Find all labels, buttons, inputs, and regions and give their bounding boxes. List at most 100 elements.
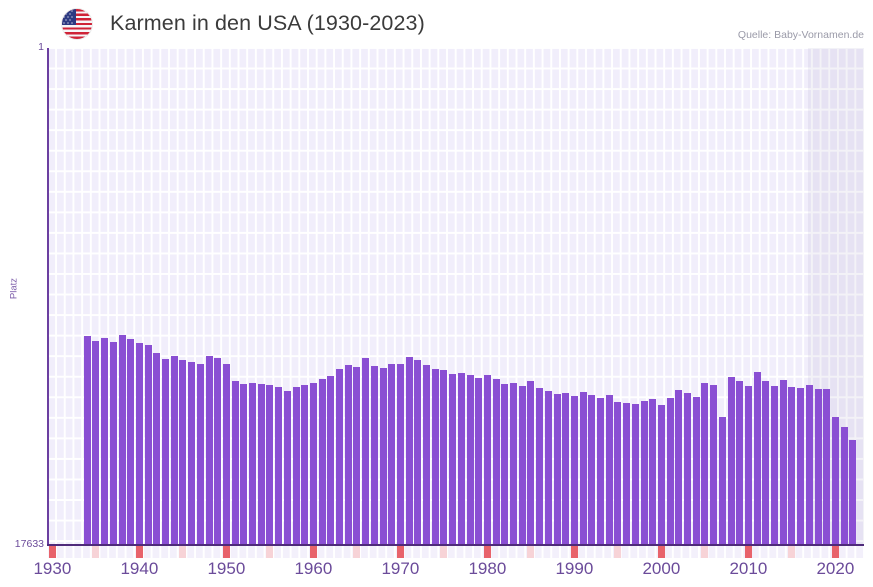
x-tick-major xyxy=(135,546,143,558)
bar[interactable] xyxy=(614,402,622,544)
bar[interactable] xyxy=(701,383,709,544)
bar[interactable] xyxy=(344,365,352,544)
bar[interactable] xyxy=(849,440,857,544)
bar[interactable] xyxy=(744,386,752,544)
bar[interactable] xyxy=(292,387,300,544)
bar[interactable] xyxy=(831,417,839,544)
bar[interactable] xyxy=(127,339,135,544)
bar[interactable] xyxy=(640,401,648,544)
bar[interactable] xyxy=(414,360,422,544)
bar[interactable] xyxy=(657,405,665,544)
bar[interactable] xyxy=(527,381,535,544)
bar[interactable] xyxy=(431,369,439,544)
bar[interactable] xyxy=(318,379,326,544)
bar[interactable] xyxy=(466,375,474,544)
bar[interactable] xyxy=(101,338,109,544)
x-tick-major xyxy=(309,546,317,558)
bar[interactable] xyxy=(570,396,578,544)
bar[interactable] xyxy=(605,395,613,544)
bar[interactable] xyxy=(240,384,248,544)
bar[interactable] xyxy=(814,389,822,544)
bar[interactable] xyxy=(475,378,483,544)
bar[interactable] xyxy=(631,404,639,544)
bar[interactable] xyxy=(553,394,561,544)
bar[interactable] xyxy=(510,383,517,544)
bar[interactable] xyxy=(692,397,700,544)
bar[interactable] xyxy=(771,386,778,544)
bar-series xyxy=(47,48,864,544)
bar[interactable] xyxy=(492,379,500,544)
bar[interactable] xyxy=(449,374,457,544)
bar[interactable] xyxy=(109,342,117,544)
bar[interactable] xyxy=(518,386,526,544)
bar[interactable] xyxy=(788,387,796,544)
bar[interactable] xyxy=(214,358,222,544)
x-tick-minor xyxy=(614,546,622,558)
bar[interactable] xyxy=(283,391,291,544)
y-axis-title: Platz xyxy=(8,277,20,300)
bar[interactable] xyxy=(231,381,239,544)
bar[interactable] xyxy=(257,384,265,544)
bar[interactable] xyxy=(588,395,596,544)
bar[interactable] xyxy=(823,389,831,544)
bar[interactable] xyxy=(162,359,169,544)
bar[interactable] xyxy=(196,364,204,544)
flag-stars xyxy=(62,9,76,25)
bar[interactable] xyxy=(440,370,448,544)
bar[interactable] xyxy=(153,353,161,544)
bar[interactable] xyxy=(118,335,126,544)
bar[interactable] xyxy=(275,387,283,544)
bar[interactable] xyxy=(405,357,413,544)
bar[interactable] xyxy=(379,368,387,544)
bar[interactable] xyxy=(266,385,274,544)
bar[interactable] xyxy=(370,366,378,544)
x-axis-tick-label: 1980 xyxy=(468,559,507,578)
bar[interactable] xyxy=(327,376,335,544)
bar[interactable] xyxy=(388,364,396,544)
bar[interactable] xyxy=(675,390,683,544)
bar[interactable] xyxy=(579,392,587,544)
y-axis-bottom-label: 17633 xyxy=(14,538,44,550)
bar[interactable] xyxy=(727,377,735,544)
bar[interactable] xyxy=(797,388,805,544)
bar[interactable] xyxy=(666,398,674,544)
bar[interactable] xyxy=(205,356,213,544)
bar[interactable] xyxy=(779,380,787,544)
bar[interactable] xyxy=(718,417,726,544)
bar[interactable] xyxy=(170,356,178,544)
bar[interactable] xyxy=(710,385,718,544)
bar[interactable] xyxy=(423,365,430,544)
bar[interactable] xyxy=(92,341,100,544)
bar[interactable] xyxy=(188,362,196,544)
bar[interactable] xyxy=(353,367,361,544)
bar[interactable] xyxy=(457,373,465,544)
x-tick-minor xyxy=(92,546,100,558)
bar[interactable] xyxy=(249,383,256,544)
bar[interactable] xyxy=(762,381,770,544)
bar[interactable] xyxy=(336,369,343,544)
bar[interactable] xyxy=(805,385,813,544)
bar[interactable] xyxy=(597,398,604,544)
x-tick-major xyxy=(222,546,230,558)
bar[interactable] xyxy=(222,364,230,544)
bar[interactable] xyxy=(396,364,404,544)
bar[interactable] xyxy=(483,375,491,544)
source-credit: Quelle: Baby-Vornamen.de xyxy=(737,29,864,41)
bar[interactable] xyxy=(736,381,744,544)
bar[interactable] xyxy=(623,403,631,544)
bar[interactable] xyxy=(753,372,761,544)
bar[interactable] xyxy=(362,358,370,544)
bar[interactable] xyxy=(501,384,509,544)
bar[interactable] xyxy=(309,383,317,544)
bar[interactable] xyxy=(135,343,143,544)
bar[interactable] xyxy=(83,336,91,544)
bar[interactable] xyxy=(684,393,691,544)
bar[interactable] xyxy=(840,427,848,544)
bar[interactable] xyxy=(544,391,552,544)
bar[interactable] xyxy=(649,399,657,544)
bar[interactable] xyxy=(179,360,187,544)
bar[interactable] xyxy=(144,345,152,544)
bar[interactable] xyxy=(536,388,544,544)
bar[interactable] xyxy=(301,385,309,544)
bar[interactable] xyxy=(562,393,570,544)
